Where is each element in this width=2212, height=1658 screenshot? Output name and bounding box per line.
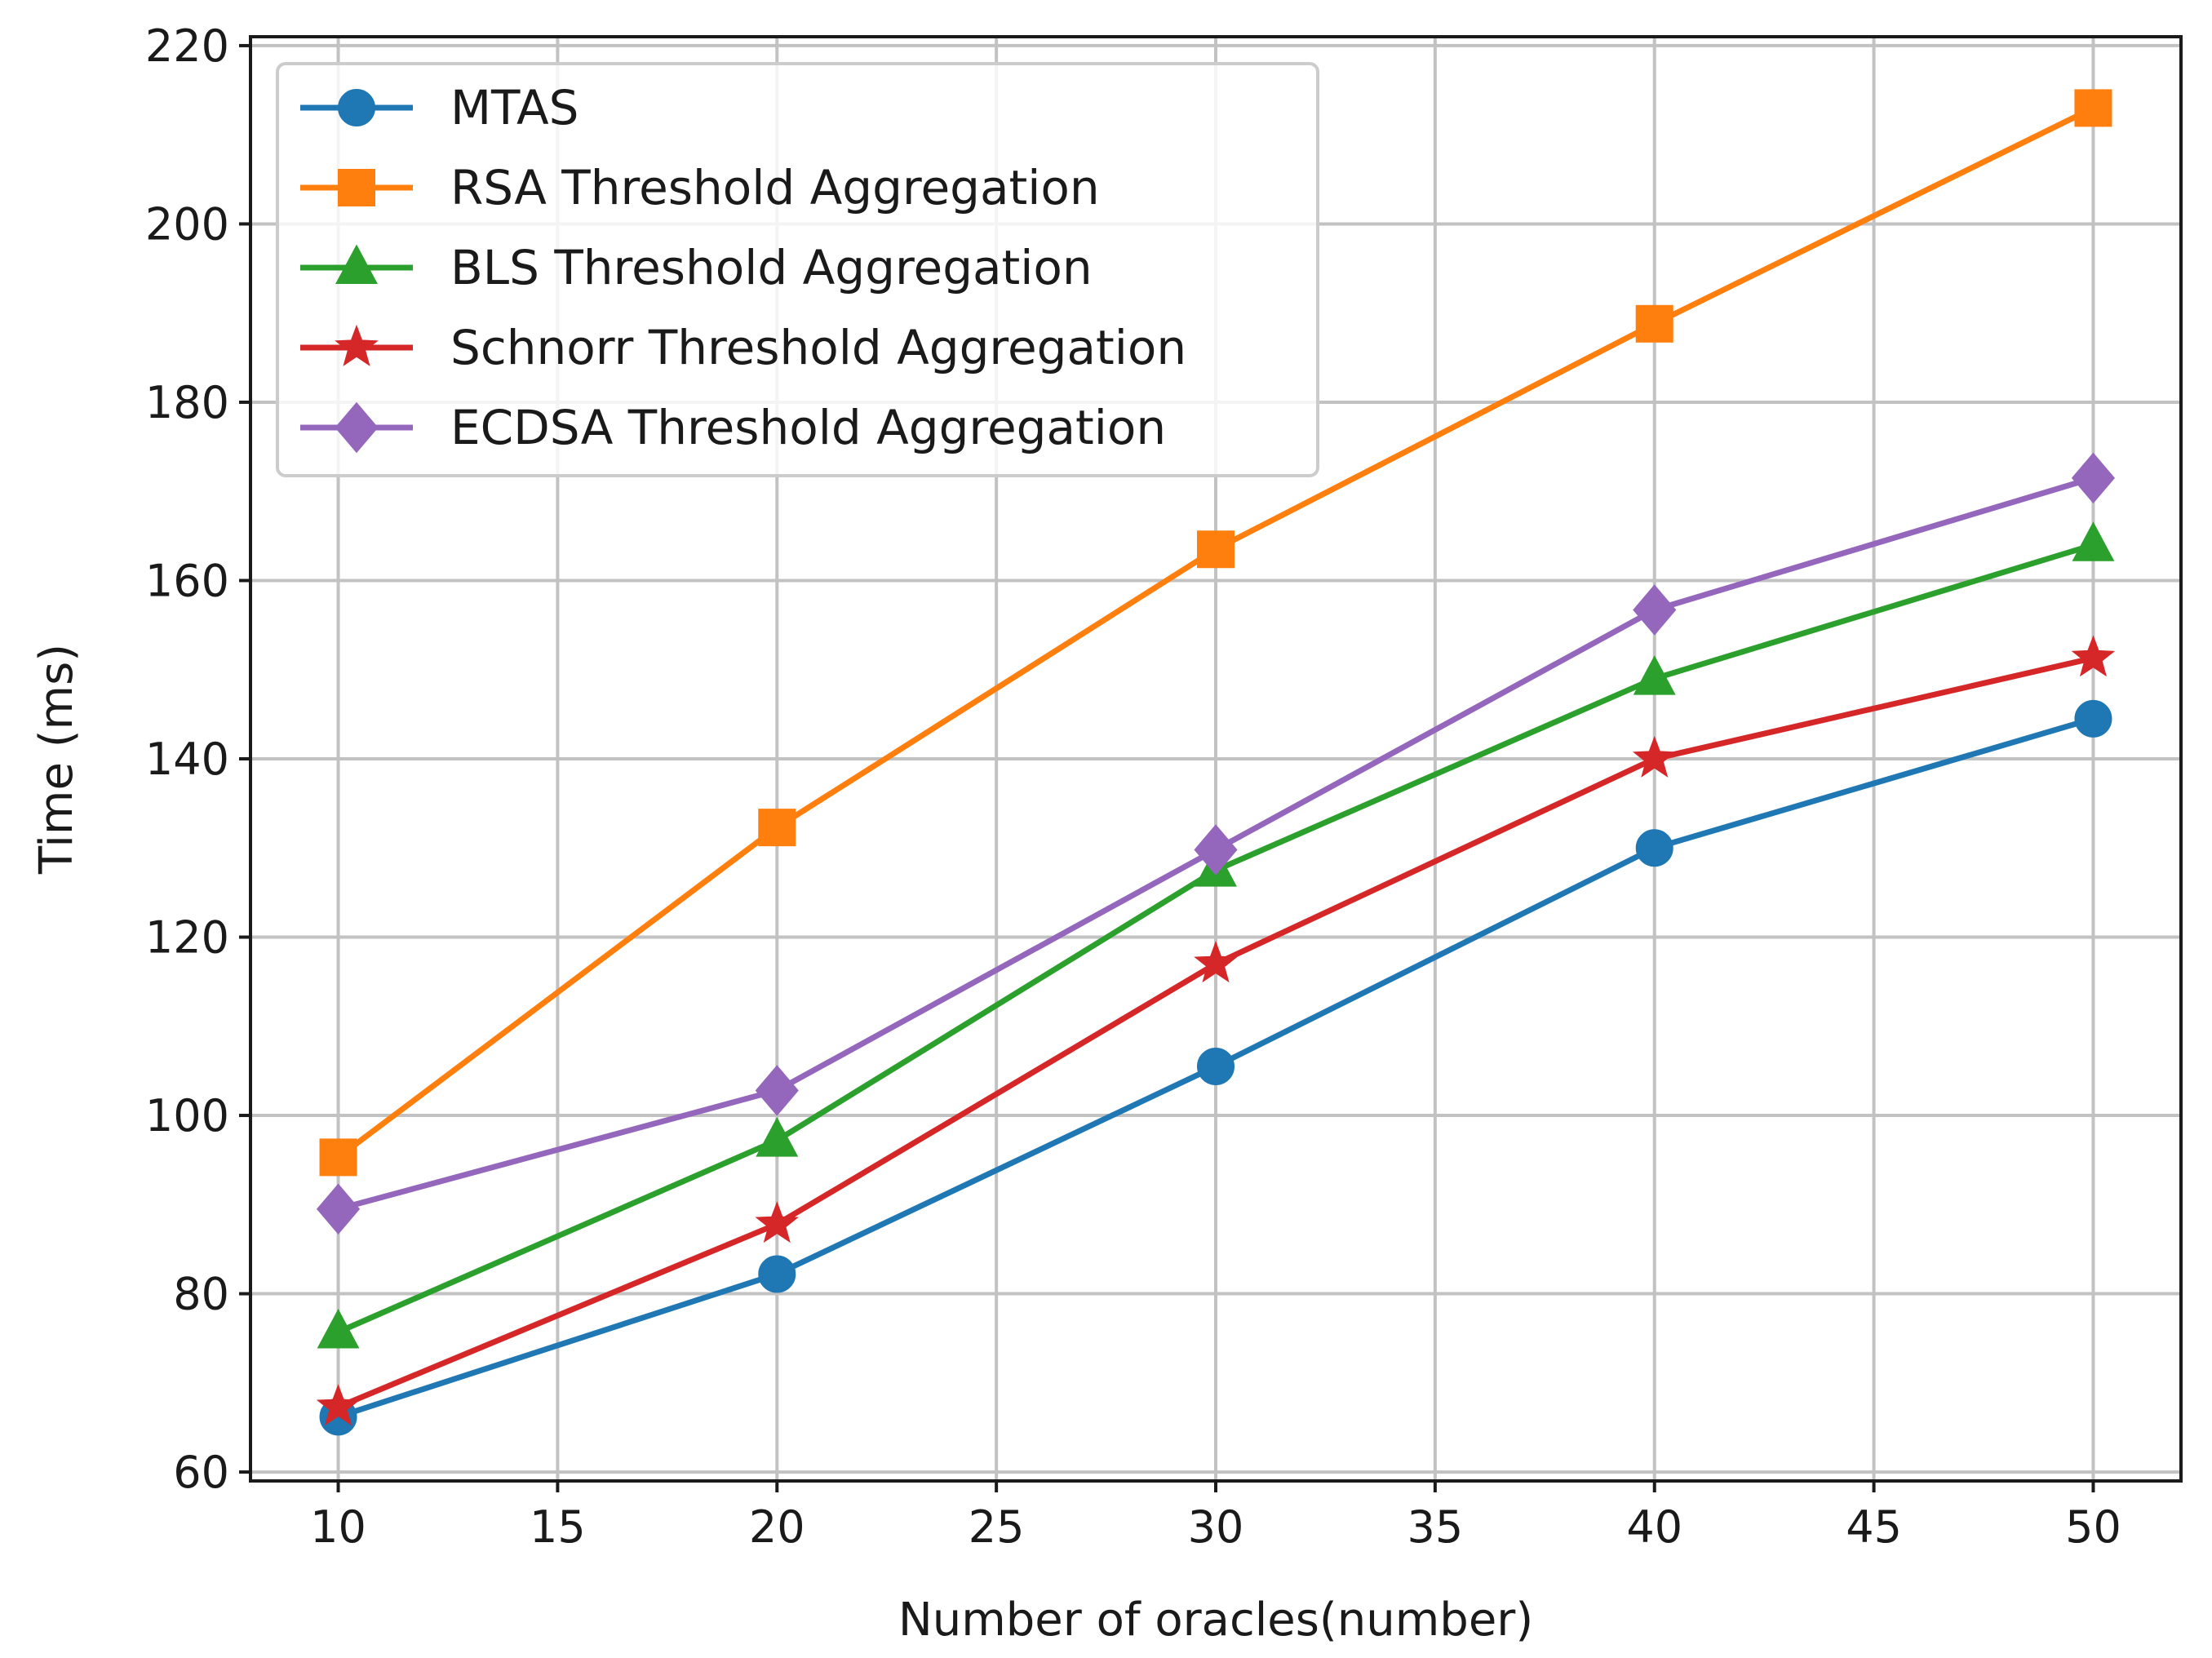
y-tick-label: 80 [173, 1269, 229, 1320]
x-tick-label: 45 [1846, 1501, 1902, 1553]
x-tick-label: 35 [1407, 1501, 1464, 1553]
data-point [2074, 699, 2112, 738]
data-point [1635, 829, 1673, 867]
series-schnorr-threshold-aggregation [316, 635, 2116, 1426]
x-tick-label: 30 [1188, 1501, 1244, 1553]
data-point [756, 1117, 799, 1157]
data-point [1194, 824, 1238, 876]
y-tick-label: 140 [145, 734, 229, 785]
legend-item: BLS Threshold Aggregation [300, 240, 1093, 295]
data-point [755, 1065, 799, 1116]
y-tick-label: 120 [145, 912, 229, 964]
series-group [316, 89, 2116, 1436]
axis-ticks: 10 15 20 25 30 35 40 45 50 60 80 100 120 140 160 180 200… [145, 20, 2121, 1553]
legend-item: ECDSA Threshold Aggregation [300, 400, 1166, 455]
x-tick-label: 15 [530, 1501, 586, 1553]
x-tick-label: 50 [2065, 1501, 2121, 1553]
legend-item: RSA Threshold Aggregation [300, 160, 1100, 215]
data-point [2071, 635, 2116, 677]
data-point [1632, 735, 1677, 778]
series-rsa-threshold-aggregation [319, 89, 2112, 1177]
data-point [755, 1201, 800, 1244]
data-point [2072, 521, 2115, 561]
legend-box [276, 62, 1319, 477]
y-axis-title: Time (ms) [30, 644, 83, 875]
legend-label: ECDSA Threshold Aggregation [450, 400, 1166, 455]
series-ecdsa-threshold-aggregation [316, 452, 2116, 1235]
data-point [758, 1255, 796, 1293]
data-point [1197, 1047, 1235, 1085]
y-tick-label: 200 [145, 198, 229, 250]
data-point [1633, 655, 1676, 695]
data-point [317, 1309, 360, 1349]
y-tick-label: 160 [145, 555, 229, 606]
y-tick-label: 100 [145, 1090, 229, 1142]
y-tick-label: 180 [145, 377, 229, 428]
x-tick-label: 20 [749, 1501, 805, 1553]
legend-marker [335, 401, 379, 454]
legend-label: MTAS [450, 80, 578, 135]
data-point [2074, 89, 2112, 127]
series-mtas [319, 699, 2112, 1436]
data-point [1635, 304, 1673, 343]
data-point [1197, 530, 1235, 569]
legend-label: Schnorr Threshold Aggregation [450, 320, 1186, 375]
y-tick-label: 220 [145, 20, 229, 72]
legend-marker [335, 324, 379, 366]
data-point [758, 809, 796, 847]
legend-item: MTAS [300, 80, 578, 135]
data-point [2071, 452, 2116, 504]
x-axis-title: Number of oracles(number) [898, 1594, 1533, 1647]
data-point [1633, 584, 1677, 636]
data-point [1194, 941, 1238, 983]
legend-item: Schnorr Threshold Aggregation [300, 320, 1186, 375]
legend-label: BLS Threshold Aggregation [450, 240, 1093, 295]
x-tick-label: 10 [310, 1501, 366, 1553]
legend-marker [335, 244, 378, 285]
legend-marker [338, 89, 375, 126]
y-tick-label: 60 [173, 1447, 229, 1498]
data-point [316, 1183, 361, 1235]
data-point [319, 1138, 357, 1177]
data-point [316, 1384, 361, 1426]
legend: MTAS RSA Threshold Aggregation BLS Thresho… [276, 62, 1319, 477]
x-tick-label: 25 [969, 1501, 1025, 1553]
x-tick-label: 40 [1626, 1501, 1682, 1553]
legend-label: RSA Threshold Aggregation [450, 160, 1100, 215]
legend-marker [338, 169, 375, 206]
